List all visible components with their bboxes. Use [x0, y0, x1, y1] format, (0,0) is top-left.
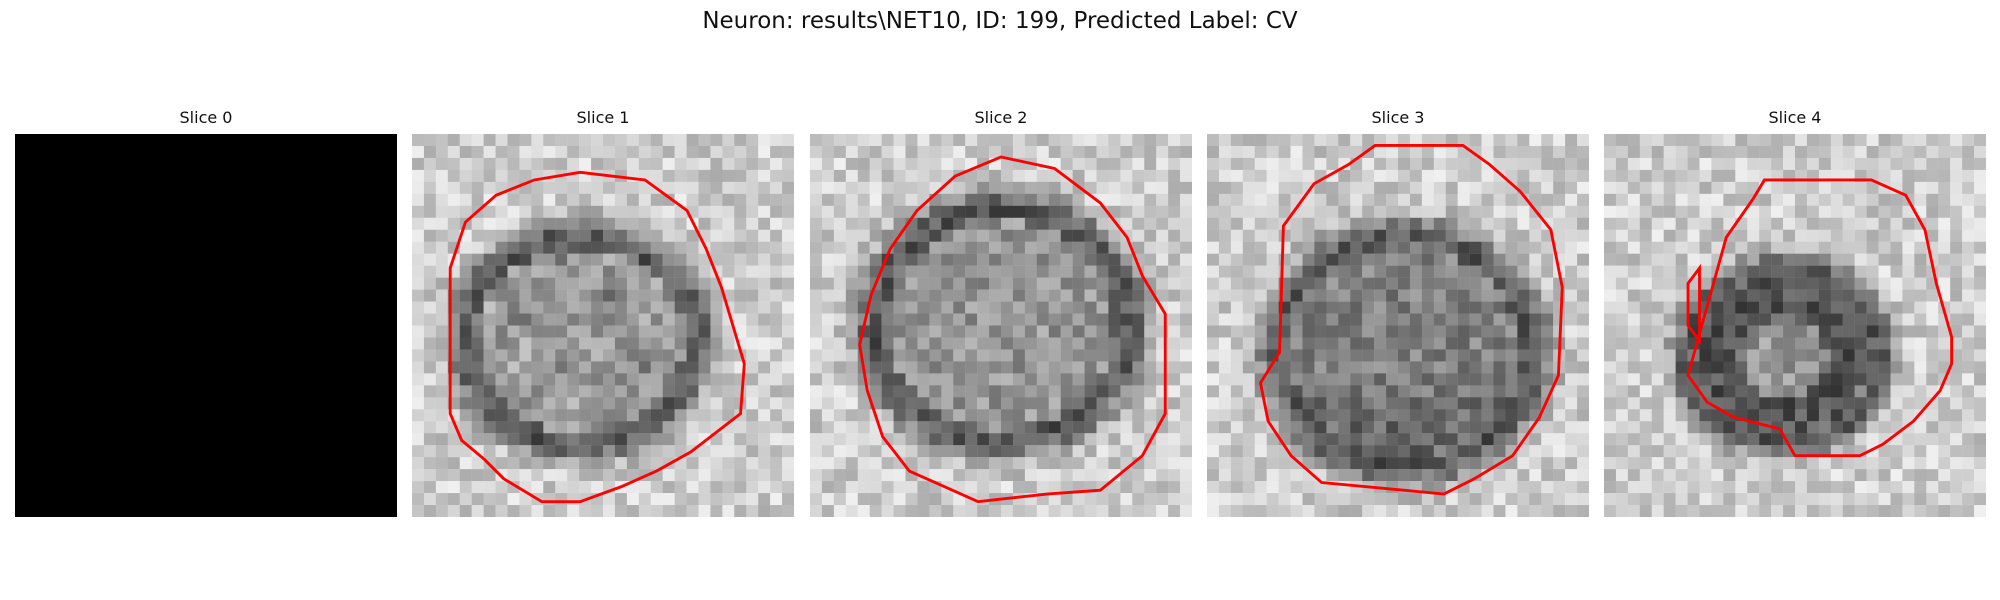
pixel-grid — [1207, 134, 1589, 517]
slice-title: Slice 1 — [576, 108, 630, 127]
pixel-grid — [1604, 134, 1986, 517]
slice-image — [810, 134, 1192, 517]
slice-panel-1: Slice 1 — [412, 108, 794, 518]
blank-slice-fill — [15, 134, 397, 517]
pixel-grid — [412, 134, 794, 517]
slice-image — [412, 134, 794, 517]
slice-image — [1207, 134, 1589, 517]
segmentation-contour — [858, 155, 1167, 504]
slice-panel-3: Slice 3 — [1207, 108, 1589, 518]
segmentation-contour — [1258, 144, 1564, 496]
figure-title: Neuron: results\NET10, ID: 199, Predicte… — [702, 8, 1298, 34]
slice-panel-2: Slice 2 — [810, 108, 1192, 518]
slice-title: Slice 2 — [974, 108, 1028, 127]
slice-title: Slice 4 — [1768, 108, 1822, 127]
slice-title: Slice 3 — [1371, 108, 1425, 127]
segmentation-contour — [1686, 263, 1701, 346]
segmentation-contour — [448, 170, 746, 504]
slice-panel-4: Slice 4 — [1604, 108, 1986, 518]
pixel-grid — [810, 134, 1192, 517]
slice-image — [15, 134, 397, 517]
segmentation-contour — [1686, 178, 1954, 458]
slice-panel-0: Slice 0 — [15, 108, 397, 518]
slice-image — [1604, 134, 1986, 517]
slice-title: Slice 0 — [179, 108, 233, 127]
